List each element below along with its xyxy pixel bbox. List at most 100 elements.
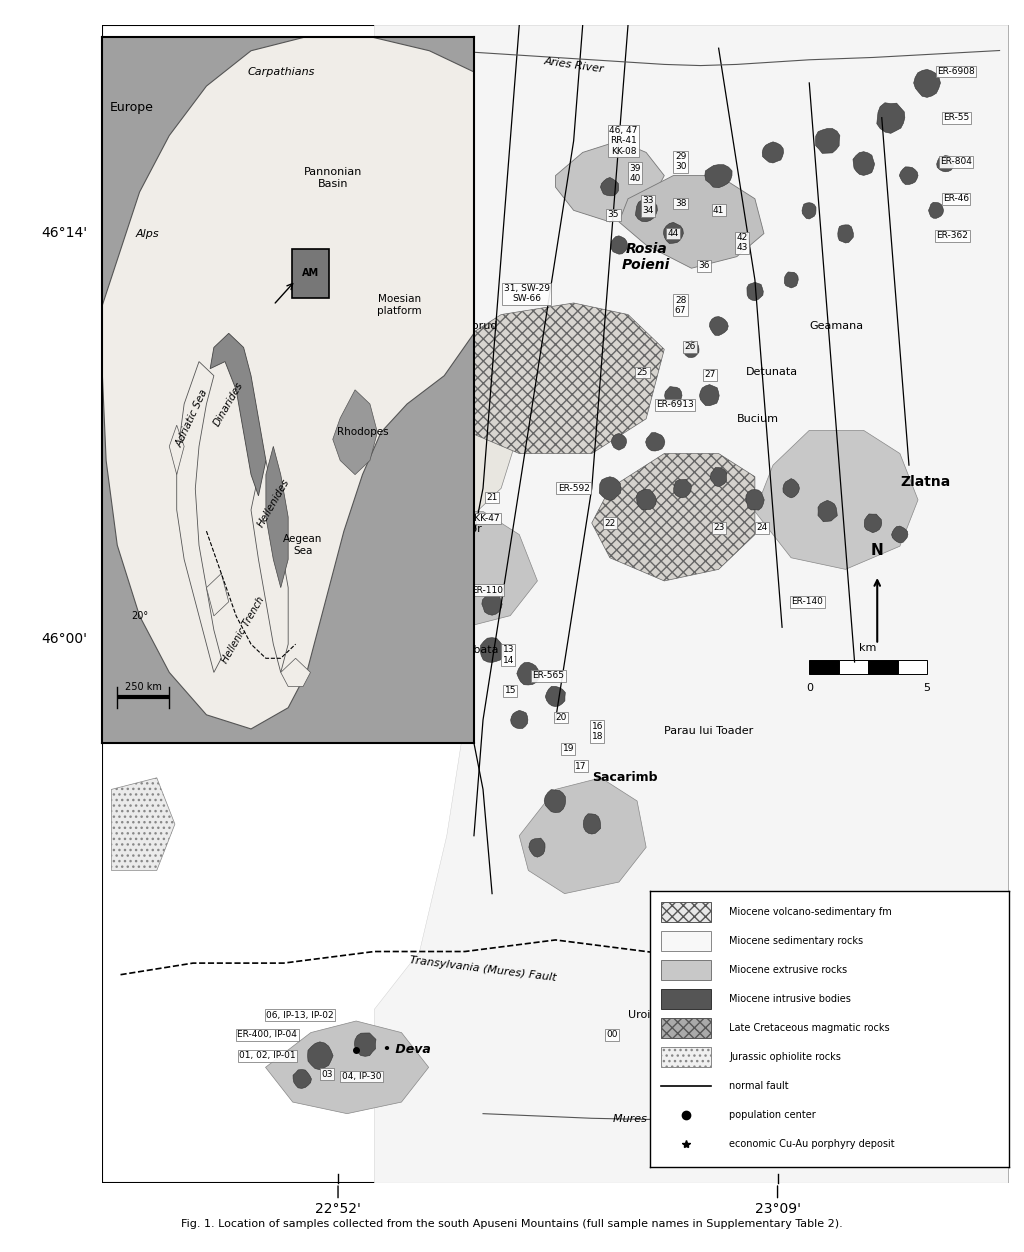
Text: 35: 35 xyxy=(608,210,620,219)
Text: Pannonian
Basin: Pannonian Basin xyxy=(303,167,361,189)
Polygon shape xyxy=(293,536,309,556)
Text: 23: 23 xyxy=(713,523,724,532)
Polygon shape xyxy=(207,573,228,616)
Text: 13
14: 13 14 xyxy=(503,645,514,665)
Text: Crisior: Crisior xyxy=(446,523,482,533)
Text: Miocene volcano-sedimentary fm: Miocene volcano-sedimentary fm xyxy=(729,906,892,916)
Polygon shape xyxy=(169,426,184,475)
Text: Rosia
Poieni: Rosia Poieni xyxy=(622,242,671,272)
Text: 28
67: 28 67 xyxy=(675,295,686,316)
Text: 20: 20 xyxy=(555,714,566,722)
Text: 36: 36 xyxy=(698,262,710,270)
Polygon shape xyxy=(102,36,474,729)
Polygon shape xyxy=(168,550,182,566)
Text: N: N xyxy=(870,543,884,557)
Polygon shape xyxy=(318,500,340,523)
Polygon shape xyxy=(755,431,918,570)
Text: ER-6908: ER-6908 xyxy=(937,66,975,76)
Bar xyxy=(662,901,711,921)
Polygon shape xyxy=(519,777,646,894)
Text: Hellenides: Hellenides xyxy=(255,477,291,528)
Polygon shape xyxy=(444,570,467,592)
Polygon shape xyxy=(913,69,940,98)
Text: 41: 41 xyxy=(713,205,724,215)
Polygon shape xyxy=(592,453,755,581)
Polygon shape xyxy=(307,1042,333,1069)
Polygon shape xyxy=(112,777,175,870)
Text: ER-55: ER-55 xyxy=(943,113,969,123)
Polygon shape xyxy=(838,225,853,243)
Text: 10: 10 xyxy=(425,558,436,567)
Text: 08: 08 xyxy=(425,581,436,590)
Polygon shape xyxy=(293,1069,311,1088)
Text: 33
34: 33 34 xyxy=(642,197,653,215)
Text: 07, KK-35, KK-47: 07, KK-35, KK-47 xyxy=(426,513,500,523)
Polygon shape xyxy=(611,433,627,451)
Text: ER-362: ER-362 xyxy=(937,232,969,240)
Text: Jurassic ophiolite rocks: Jurassic ophiolite rocks xyxy=(729,1052,841,1062)
Polygon shape xyxy=(112,662,175,742)
Polygon shape xyxy=(636,198,657,222)
Polygon shape xyxy=(711,467,727,487)
Text: 20°: 20° xyxy=(131,611,148,621)
Polygon shape xyxy=(683,341,699,358)
Text: 06, IP-13, IP-02: 06, IP-13, IP-02 xyxy=(266,1010,334,1019)
Bar xyxy=(809,660,839,674)
Text: 21: 21 xyxy=(486,493,498,502)
Text: km: km xyxy=(859,642,877,652)
Text: 09, KK-75: 09, KK-75 xyxy=(408,540,450,548)
Text: 38: 38 xyxy=(675,199,686,208)
Polygon shape xyxy=(637,490,656,510)
Text: Miocene intrusive bodies: Miocene intrusive bodies xyxy=(729,994,851,1004)
Text: ER-6913: ER-6913 xyxy=(656,401,694,409)
Polygon shape xyxy=(802,203,816,219)
Text: KK-06, KK-16: KK-06, KK-16 xyxy=(377,606,433,616)
Polygon shape xyxy=(699,384,719,406)
Text: 91: 91 xyxy=(153,483,164,493)
Polygon shape xyxy=(281,659,310,686)
Text: population center: population center xyxy=(729,1109,816,1119)
Polygon shape xyxy=(272,442,296,467)
Bar xyxy=(662,1018,711,1038)
FancyBboxPatch shape xyxy=(292,249,329,298)
Polygon shape xyxy=(437,303,665,453)
Text: economic Cu-Au porphyry deposit: economic Cu-Au porphyry deposit xyxy=(729,1138,895,1148)
Bar xyxy=(662,930,711,950)
Text: Transylvania (Mures) Fault: Transylvania (Mures) Fault xyxy=(409,955,557,983)
Text: Zlatna: Zlatna xyxy=(900,476,950,490)
Polygon shape xyxy=(818,501,838,522)
Polygon shape xyxy=(112,453,302,603)
Polygon shape xyxy=(815,129,840,153)
Text: 16
18: 16 18 xyxy=(592,722,603,741)
Text: 46, 47
RR-41
KK-08: 46, 47 RR-41 KK-08 xyxy=(609,126,638,155)
Text: 01, 02, IP-01: 01, 02, IP-01 xyxy=(239,1052,296,1060)
Text: 44: 44 xyxy=(668,229,679,238)
Polygon shape xyxy=(784,272,799,288)
Bar xyxy=(868,660,898,674)
Polygon shape xyxy=(266,447,288,587)
Polygon shape xyxy=(402,526,420,543)
Text: AM: AM xyxy=(302,268,319,278)
Polygon shape xyxy=(745,490,764,510)
Polygon shape xyxy=(437,652,456,672)
Text: Aegean
Sea: Aegean Sea xyxy=(284,535,323,556)
Text: normal fault: normal fault xyxy=(729,1080,788,1090)
Polygon shape xyxy=(121,292,519,535)
Bar xyxy=(662,989,711,1009)
Polygon shape xyxy=(375,25,1009,1183)
Polygon shape xyxy=(892,526,908,543)
Text: Late Cretaceous magmatic rocks: Late Cretaceous magmatic rocks xyxy=(729,1023,890,1033)
Polygon shape xyxy=(546,686,565,706)
Polygon shape xyxy=(937,155,954,172)
Polygon shape xyxy=(528,838,545,858)
Polygon shape xyxy=(584,814,601,834)
Polygon shape xyxy=(237,467,257,487)
Polygon shape xyxy=(166,515,183,532)
Polygon shape xyxy=(177,362,221,672)
Polygon shape xyxy=(544,790,565,813)
Text: Rhodopes: Rhodopes xyxy=(337,427,388,437)
Polygon shape xyxy=(853,151,874,175)
Polygon shape xyxy=(710,317,728,336)
Text: Rosia
Montana: Rosia Montana xyxy=(403,218,472,249)
Text: 250 km: 250 km xyxy=(125,681,162,691)
